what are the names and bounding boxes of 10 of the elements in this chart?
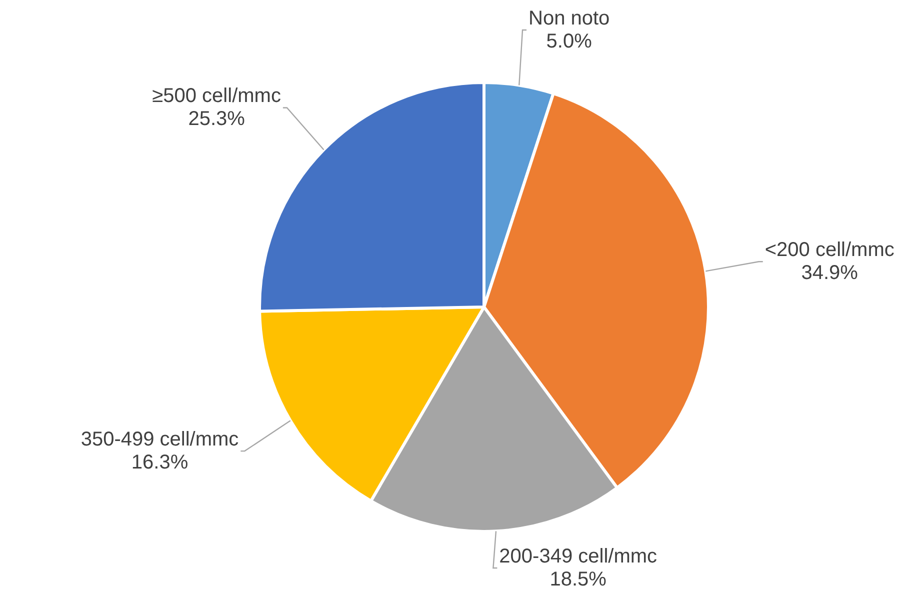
data-label: 16.3% <box>131 452 188 474</box>
data-label: 25.3% <box>188 108 246 130</box>
slice-label: ≥500 cell/mmc <box>152 85 281 108</box>
slice-label: <200 cell/mmc <box>764 239 894 262</box>
slice-label: Non noto <box>528 8 610 30</box>
slice-label: 350-499 cell/mmc <box>80 428 239 451</box>
data-label: 18.5% <box>550 568 607 591</box>
slice-label: 200-349 cell/mmc <box>499 546 658 568</box>
data-label: 34.9% <box>801 262 858 284</box>
data-label: 5.0% <box>546 30 592 53</box>
